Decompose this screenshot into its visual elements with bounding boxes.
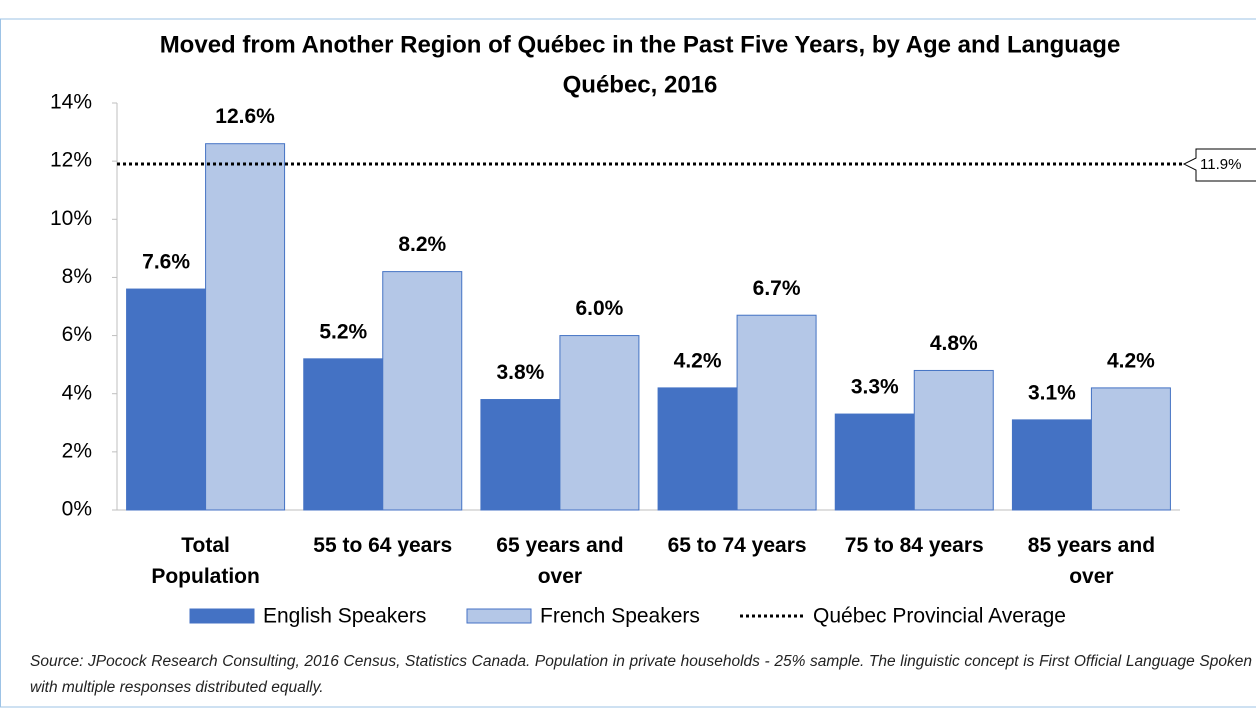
data-label: 5.2% xyxy=(319,320,367,343)
data-label: 8.2% xyxy=(398,233,446,256)
bar xyxy=(913,369,994,511)
x-tick-label: Total Population xyxy=(151,534,260,588)
data-label: 4.8% xyxy=(930,332,978,355)
y-tick-label: 0% xyxy=(62,498,92,521)
legend-label: English Speakers xyxy=(263,605,426,628)
reference-label: 11.9% xyxy=(1200,156,1241,173)
y-tick-label: 2% xyxy=(62,439,92,462)
y-tick-label: 6% xyxy=(62,323,92,346)
y-tick-label: 8% xyxy=(62,265,92,288)
chart-subtitle: Québec, 2016 xyxy=(563,71,718,98)
data-label: 12.6% xyxy=(215,105,275,128)
x-tick-label: 65 years and over xyxy=(496,534,624,588)
source-note: Source: JPocock Research Consulting, 201… xyxy=(30,653,1252,696)
y-tick-label: 10% xyxy=(50,207,92,230)
x-tick-label: 75 to 84 years xyxy=(844,534,984,557)
chart-border xyxy=(0,18,1256,708)
y-tick-label: 14% xyxy=(50,91,92,114)
bar xyxy=(480,399,561,511)
bar xyxy=(559,335,640,511)
data-label: 3.1% xyxy=(1028,381,1076,404)
chart-title: Moved from Another Region of Québec in t… xyxy=(160,31,1121,58)
data-label: 7.6% xyxy=(142,251,190,274)
legend-swatch xyxy=(466,608,532,624)
data-label: 4.2% xyxy=(674,349,722,372)
bar xyxy=(205,143,286,511)
x-tick-label: 55 to 64 years xyxy=(313,534,453,557)
reference-callout xyxy=(1182,148,1256,182)
x-tick-label: 65 to 74 years xyxy=(667,534,807,557)
y-tick-label: 12% xyxy=(50,149,92,172)
data-label: 6.7% xyxy=(753,277,801,300)
bar xyxy=(1011,419,1092,511)
bar xyxy=(1090,387,1171,511)
legend-label: Québec Provincial Average xyxy=(813,605,1066,628)
data-label: 6.0% xyxy=(575,297,623,320)
bar xyxy=(382,271,463,511)
legend-swatch xyxy=(189,608,255,624)
data-label: 3.8% xyxy=(496,361,544,384)
bar xyxy=(126,288,207,511)
data-label: 4.2% xyxy=(1107,349,1155,372)
legend-label: French Speakers xyxy=(540,605,700,628)
bar xyxy=(736,314,817,511)
bar xyxy=(303,358,384,511)
y-tick-label: 4% xyxy=(62,381,92,404)
data-label: 3.3% xyxy=(851,376,899,399)
x-tick-label: 85 years and over xyxy=(1027,534,1156,588)
bar xyxy=(834,413,915,511)
bar xyxy=(657,387,738,511)
